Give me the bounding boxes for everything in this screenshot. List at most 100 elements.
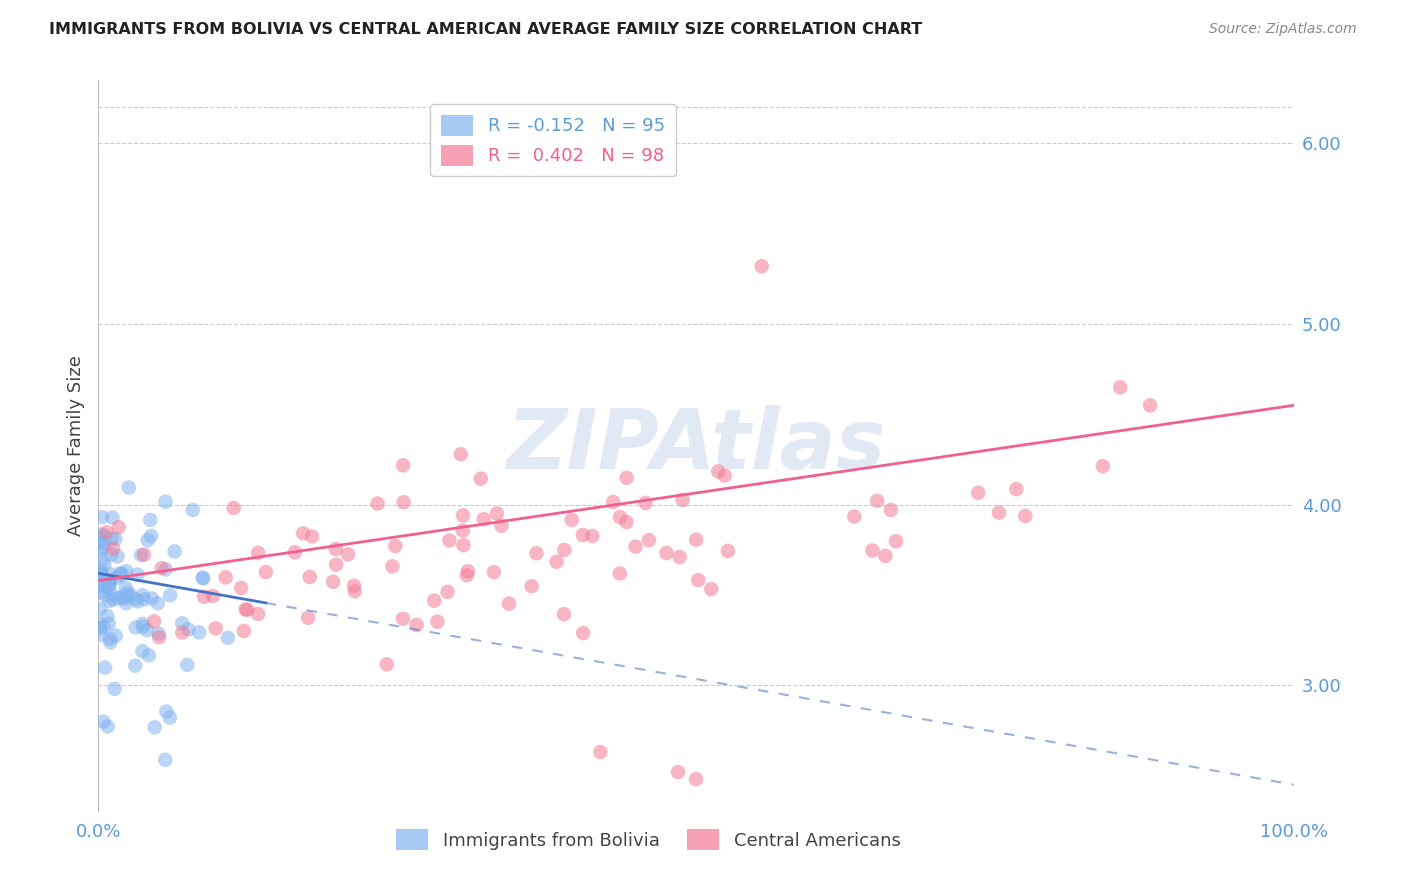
Point [875, 549, 897, 563]
Point [98, 577, 121, 591]
Point [616, 515, 638, 529]
Point [247, 546, 270, 560]
Point [108, 591, 131, 606]
Point [866, 493, 889, 508]
Point [988, 506, 1011, 520]
Point [292, 526, 315, 541]
Point [163, 544, 186, 558]
Point [322, 574, 344, 589]
Point [188, 625, 211, 640]
Point [423, 593, 446, 607]
Point [1139, 398, 1161, 412]
Point [108, 566, 131, 581]
Point [235, 602, 257, 616]
Point [131, 644, 153, 658]
Point [337, 547, 360, 561]
Point [117, 586, 139, 600]
Point [97, 616, 120, 631]
Point [671, 492, 693, 507]
Point [139, 513, 162, 527]
Point [96, 525, 118, 540]
Point [457, 564, 479, 578]
Point [381, 559, 404, 574]
Y-axis label: Average Family Size: Average Family Size [66, 356, 84, 536]
Point [155, 753, 177, 767]
Point [284, 545, 307, 559]
Point [172, 625, 194, 640]
Point [124, 658, 146, 673]
Point [688, 573, 710, 587]
Point [451, 524, 474, 538]
Point [134, 592, 156, 607]
Point [470, 472, 492, 486]
Point [176, 657, 198, 672]
Point [254, 565, 277, 579]
Point [148, 630, 170, 644]
Point [707, 464, 730, 478]
Point [520, 579, 543, 593]
Point [450, 447, 472, 461]
Point [700, 582, 723, 596]
Point [655, 546, 678, 560]
Point [880, 503, 903, 517]
Point [685, 533, 707, 547]
Point [100, 547, 122, 561]
Point [110, 567, 132, 582]
Point [439, 533, 461, 548]
Point [392, 612, 415, 626]
Point [107, 520, 129, 534]
Point [609, 510, 631, 524]
Point [111, 566, 134, 581]
Point [325, 558, 347, 572]
Point [177, 623, 200, 637]
Point [132, 620, 155, 634]
Point [93, 620, 115, 634]
Point [561, 513, 583, 527]
Point [191, 571, 214, 585]
Point [94, 529, 117, 543]
Point [120, 588, 142, 602]
Point [94, 660, 117, 674]
Point [472, 512, 495, 526]
Point [90, 528, 112, 542]
Point [624, 540, 647, 554]
Text: IMMIGRANTS FROM BOLIVIA VS CENTRAL AMERICAN AVERAGE FAMILY SIZE CORRELATION CHAR: IMMIGRANTS FROM BOLIVIA VS CENTRAL AMERI… [49, 22, 922, 37]
Point [384, 539, 406, 553]
Point [485, 507, 508, 521]
Point [101, 588, 124, 602]
Point [141, 591, 163, 606]
Point [93, 536, 115, 550]
Point [181, 503, 204, 517]
Point [297, 611, 319, 625]
Point [124, 592, 146, 607]
Point [1014, 508, 1036, 523]
Point [375, 657, 398, 672]
Point [89, 534, 111, 549]
Point [115, 589, 138, 603]
Point [1005, 482, 1028, 496]
Point [97, 581, 120, 595]
Point [131, 616, 153, 631]
Point [1091, 459, 1114, 474]
Point [104, 532, 127, 546]
Point [89, 566, 111, 581]
Point [90, 565, 112, 579]
Point [526, 546, 548, 560]
Point [405, 618, 427, 632]
Point [98, 566, 121, 581]
Point [301, 529, 323, 543]
Point [101, 510, 124, 524]
Point [436, 584, 458, 599]
Point [105, 571, 128, 585]
Point [89, 616, 111, 631]
Point [231, 581, 253, 595]
Point [453, 538, 475, 552]
Point [553, 607, 575, 622]
Point [135, 623, 157, 637]
Point [148, 626, 170, 640]
Point [104, 681, 127, 696]
Point [884, 534, 907, 549]
Point [247, 607, 270, 621]
Point [103, 541, 125, 556]
Point [143, 615, 166, 629]
